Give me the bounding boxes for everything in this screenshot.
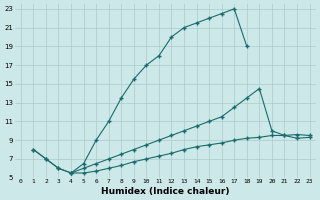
X-axis label: Humidex (Indice chaleur): Humidex (Indice chaleur): [101, 187, 229, 196]
